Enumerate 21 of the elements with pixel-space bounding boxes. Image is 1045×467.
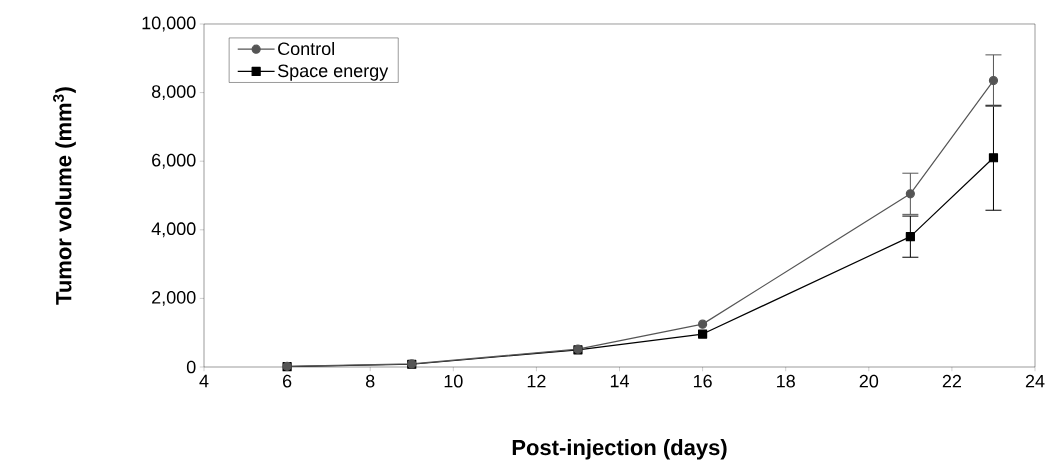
x-tick-label: 16 [693,374,712,388]
x-tick-label: 12 [527,374,546,388]
x-tick-label: 18 [777,374,795,388]
x-tick-label: 6 [283,374,292,388]
legend-label: Space energy [277,64,389,81]
y-tick-label: 8,000 [151,85,196,101]
y-tick-label: 2,000 [152,290,196,306]
legend-label: Control [278,41,334,56]
x-axis-title: Post-injection (days) [512,439,727,460]
x-tick-label: 20 [859,374,879,388]
x-tick-label: 22 [942,374,962,388]
y-tick-label: 10,000 [142,16,196,32]
y-tick-label: 4,000 [151,222,196,238]
x-tick-label: 4 [199,374,209,388]
x-tick-label: 14 [610,374,629,388]
x-tick-label: 8 [365,374,375,388]
x-tick-label: 24 [1025,374,1045,388]
x-tick-label: 10 [444,374,463,388]
y-tick-label: 0 [186,360,196,374]
y-axis-title: Tumor volume (mm$^{3}$) [53,87,76,305]
y-tick-label: 6,000 [152,153,196,169]
